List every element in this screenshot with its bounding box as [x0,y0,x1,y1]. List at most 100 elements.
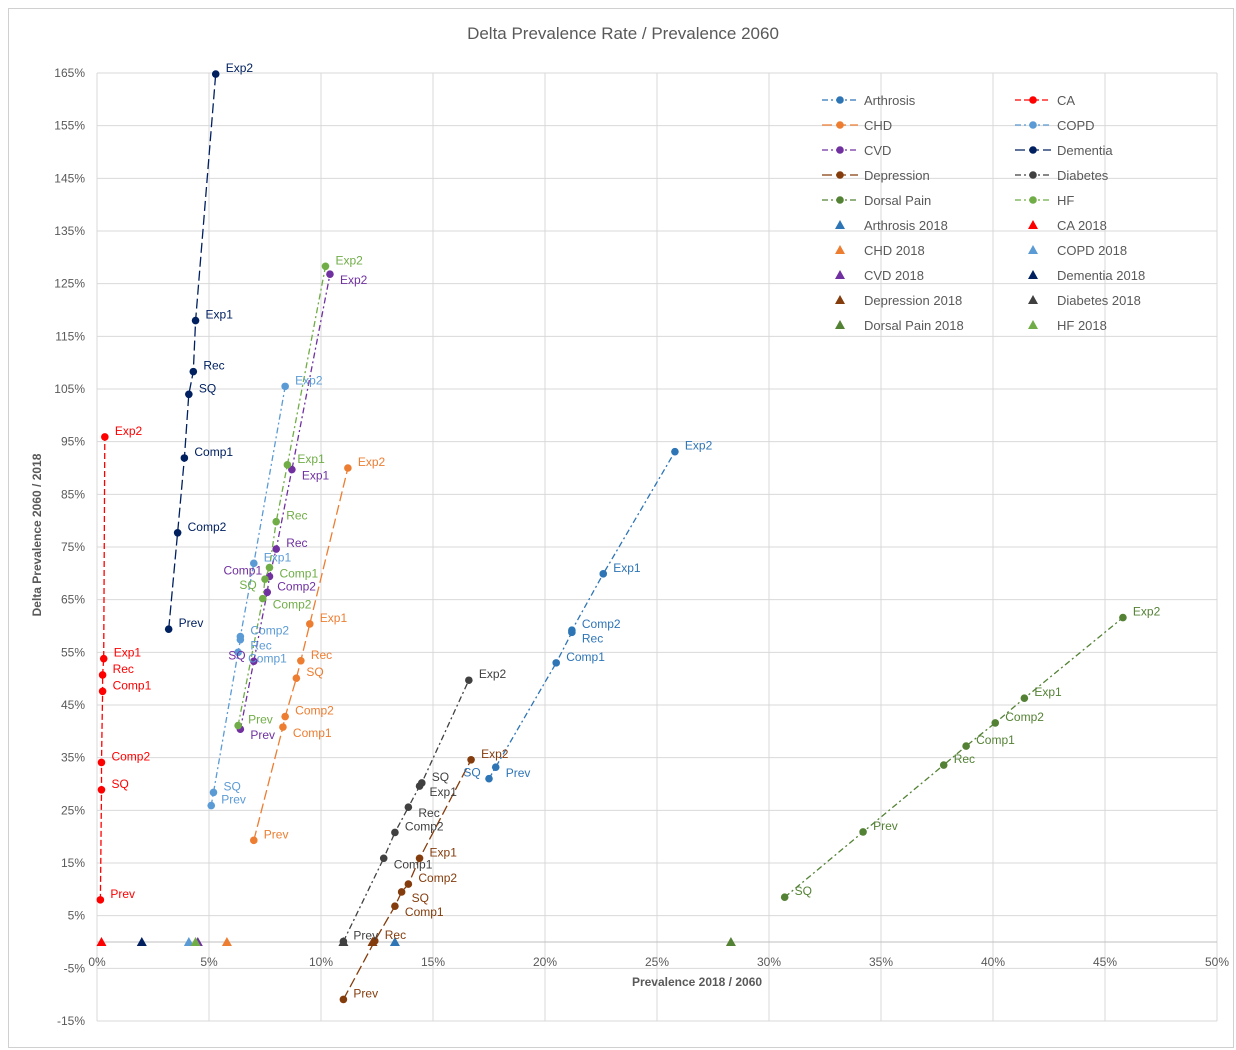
point-label: Prev [248,713,273,727]
legend-marker [1028,295,1038,304]
legend-label: Depression [864,168,930,183]
legend-entry: COPD 2018 [1028,243,1127,258]
legend-marker [835,295,845,304]
legend-label: Diabetes [1057,168,1109,183]
point-label: Exp2 [358,455,386,469]
data-point [288,465,296,474]
legend-label: CA [1057,93,1075,108]
y-tick-label: -15% [57,1014,85,1028]
legend-entry: CVD [822,143,891,158]
y-tick-label: 165% [54,66,85,80]
legend-marker [1028,320,1038,329]
x-axis-title: Prevalence 2018 / 2060 [632,975,762,989]
point-label: Rec [418,806,439,820]
point-label: SQ [432,770,449,784]
data-point [279,723,287,731]
point-label: Prev [179,616,204,630]
point-label: Comp1 [293,726,332,740]
point-label: Comp2 [1005,710,1044,724]
x-tick-label: 35% [869,955,893,969]
data-point [272,517,281,526]
point-label: SQ [463,766,480,780]
legend-marker [1029,146,1037,154]
point-label: SQ [223,779,240,793]
legend-entry: Dementia [1015,143,1113,158]
legend-entry: Dorsal Pain 2018 [835,318,964,333]
series-layer [96,70,1127,1004]
legend-marker [1028,220,1038,229]
legend-label: CA 2018 [1057,218,1107,233]
axes: 0% 5% 10% 15% 20% 25% 30% 35% 40% 45% 50% -15% -5% 5%… [54,66,1229,1028]
data-point [258,594,267,603]
data-point [391,902,399,910]
baseline-marker [183,937,194,946]
grid-lines [96,72,1218,1022]
point-label: Comp2 [111,749,150,763]
point-label: Exp1 [206,308,234,322]
x-tick-label: 40% [981,955,1005,969]
data-point [1020,694,1029,702]
legend-entry: Depression 2018 [835,293,962,308]
y-tick-label: 135% [54,224,85,238]
point-label: Exp1 [1034,685,1062,699]
legend-entry: Depression [822,168,930,183]
y-tick-label: 95% [61,435,85,449]
data-point [99,654,108,663]
data-point [211,70,220,78]
point-label: Comp1 [976,733,1015,747]
y-tick-label: 155% [54,119,85,133]
point-label: Exp2 [115,424,143,438]
point-label: Exp2 [685,439,713,453]
data-point [306,620,314,628]
baseline-marker [389,937,400,946]
point-label: Rec [954,752,975,766]
chart-frame [8,8,1234,1048]
data-point [209,788,218,797]
data-point [185,390,193,399]
data-point [236,632,245,641]
y-tick-label: 75% [61,540,85,554]
x-tick-label: 10% [309,955,333,969]
x-tick-label: 0% [88,955,106,969]
series-line [488,451,676,780]
legend-entry: CHD [822,118,892,133]
legend-marker [836,121,844,129]
baseline-marker [190,937,201,946]
point-label: SQ [795,884,812,898]
y-tick-label: 105% [54,382,85,396]
data-point [404,803,413,811]
baseline-marker [367,937,378,946]
point-label: Comp1 [248,651,287,665]
point-label: Comp1 [394,857,433,871]
data-point [281,382,289,391]
point-label: Exp1 [320,611,348,625]
point-label: Comp2 [250,624,289,638]
data-point [261,575,269,583]
y-tick-label: 25% [61,803,85,817]
data-point [173,528,182,537]
data-point [397,888,406,896]
point-label: Exp1 [430,845,458,859]
data-point [263,588,272,597]
legend-entry: Dementia 2018 [1028,268,1145,283]
point-label: Comp1 [566,650,605,664]
point-label: Rec [582,631,603,645]
data-point [780,893,789,902]
point-label: Comp2 [295,704,334,718]
point-label: SQ [111,777,128,791]
data-point [101,433,109,441]
chart-title: Delta Prevalence Rate / Prevalence 2060 [467,24,779,43]
y-axis-title: Delta Prevalence 2060 / 2018 [30,453,44,616]
data-point [265,563,274,572]
point-label: Rec [385,928,406,942]
point-label: Exp1 [114,646,142,660]
point-label: Prev [873,819,898,833]
legend-marker [835,270,845,279]
y-tick-label: 45% [61,698,85,712]
point-label: Exp2 [226,61,254,75]
y-tick-label: 15% [61,856,85,870]
baseline-marker [338,937,349,946]
baseline-marker [136,937,147,946]
data-point [599,570,608,578]
